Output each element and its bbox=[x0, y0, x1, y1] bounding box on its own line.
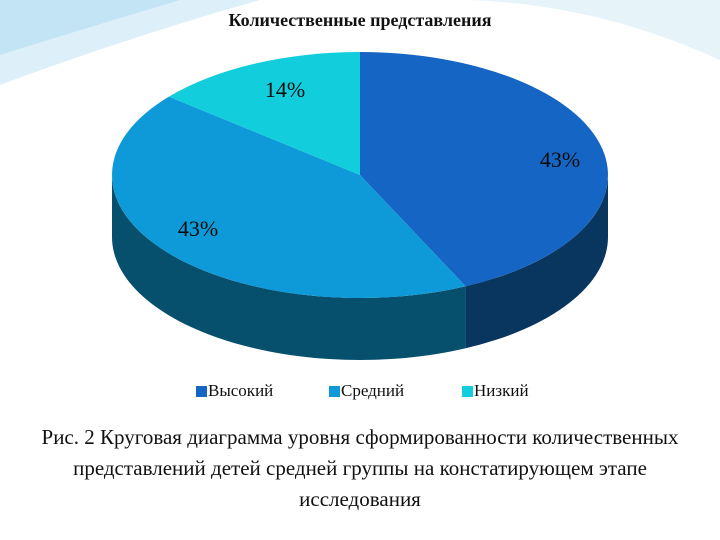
data-label-medium: 43% bbox=[178, 216, 218, 241]
legend-swatch-low bbox=[462, 385, 473, 397]
top-left-swoosh-light bbox=[0, 0, 180, 55]
top-right-swoosh bbox=[470, 0, 720, 60]
pie-side-high bbox=[465, 175, 608, 349]
pie-slice-low bbox=[168, 51, 360, 175]
data-label-low: 14% bbox=[265, 77, 305, 102]
legend-item-high: Высокий bbox=[196, 381, 273, 401]
legend-label-medium: Средний bbox=[341, 381, 405, 400]
legend-swatch-medium bbox=[329, 385, 340, 397]
legend-swatch-high bbox=[196, 385, 207, 397]
legend-label-high: Высокий bbox=[208, 381, 274, 400]
legend-label-low: Низкий bbox=[474, 381, 529, 400]
chart-title: Количественные представления bbox=[228, 10, 492, 30]
legend-item-medium: Средний bbox=[329, 381, 404, 401]
pie-side-medium bbox=[112, 175, 466, 360]
pie-slice-high bbox=[360, 52, 608, 287]
data-label-high: 43% bbox=[540, 147, 580, 172]
pie-slice-medium bbox=[112, 96, 466, 298]
legend-item-low: Низкий bbox=[462, 381, 529, 401]
chart-legend: Высокий Средний Низкий bbox=[0, 381, 720, 403]
figure-caption: Рис. 2 Круговая диаграмма уровня сформир… bbox=[41, 425, 679, 511]
